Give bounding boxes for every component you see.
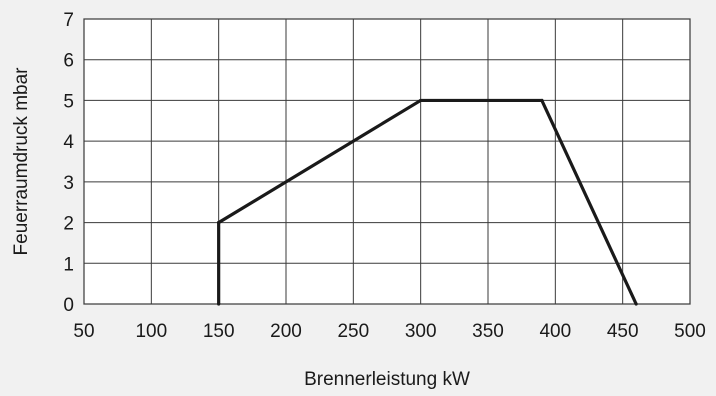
y-tick-label-1: 1 (63, 254, 74, 275)
x-tick-label-300: 300 (405, 321, 437, 342)
series-point-0-2 (419, 98, 423, 103)
x-tick-label-150: 150 (203, 321, 235, 342)
plot-area (83, 18, 691, 305)
y-tick-label-5: 5 (63, 91, 74, 112)
y-tick-label-3: 3 (63, 173, 74, 194)
y-tick-label-7: 7 (63, 10, 74, 31)
y-tick-label-4: 4 (63, 132, 74, 153)
horizontal-gridlines (84, 18, 690, 305)
y-axis-title: Feuerraumdruck mbar (11, 67, 32, 256)
x-tick-label-200: 200 (270, 321, 302, 342)
series-point-0-0 (217, 302, 221, 306)
series-point-0-1 (217, 220, 221, 225)
x-tick-label-500: 500 (674, 321, 706, 342)
x-tick-label-50: 50 (73, 321, 94, 342)
x-tick-label-400: 400 (539, 321, 571, 342)
y-tick-label-2: 2 (63, 214, 74, 235)
y-tick-label-6: 6 (63, 51, 74, 72)
vertical-gridlines (83, 19, 691, 304)
series-point-0-3 (540, 98, 544, 103)
x-tick-label-250: 250 (337, 321, 369, 342)
series-group (217, 98, 638, 306)
x-tick-label-450: 450 (607, 321, 639, 342)
x-tick-label-350: 350 (472, 321, 504, 342)
y-axis-tick-labels: 0 1 2 3 4 5 6 7 (63, 10, 74, 316)
series-point-0-4 (634, 302, 638, 306)
x-axis-title: Brennerleistung kW (304, 369, 470, 390)
x-tick-label-100: 100 (135, 321, 167, 342)
x-axis-tick-labels: 50 100 150 200 250 300 350 400 450 500 (73, 321, 705, 342)
y-tick-label-0: 0 (63, 295, 74, 316)
